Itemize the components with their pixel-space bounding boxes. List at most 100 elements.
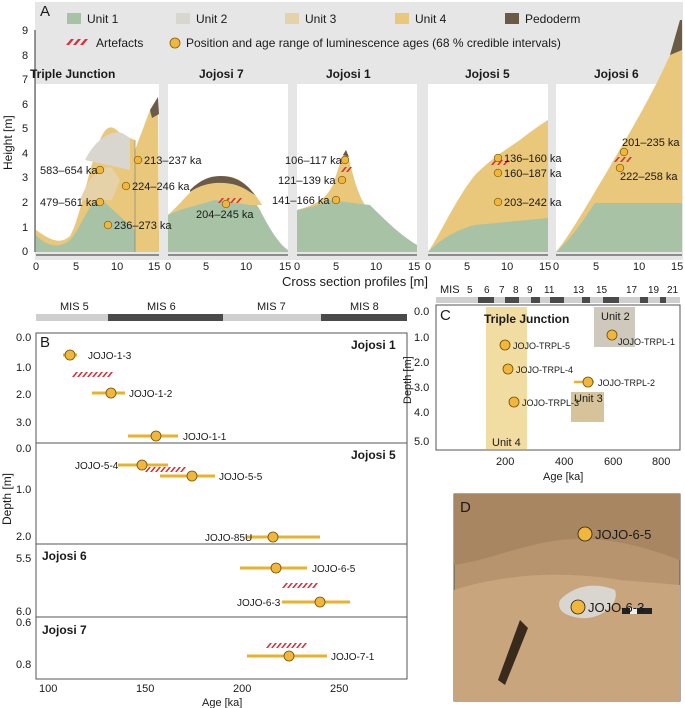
panel-b-x-ticks: 100 150 200 250 xyxy=(39,683,348,695)
tj-label-236: 236–273 ka xyxy=(114,220,172,232)
c-unit3-box xyxy=(571,392,604,422)
mis-label-7: MIS 7 xyxy=(257,301,286,313)
j5-marker-203 xyxy=(493,197,503,207)
c-ytick-0: 0.0 xyxy=(414,306,429,318)
c-unit2-box xyxy=(594,307,635,347)
j1-label-106: 106–117 ka xyxy=(285,155,343,167)
mis-band-7 xyxy=(223,314,321,321)
a-xtick-j6-5: 5 xyxy=(593,261,599,273)
site-title-jojosi-5: Jojosi 5 xyxy=(465,67,510,81)
a-xtick-j5-5: 5 xyxy=(464,261,470,273)
a-ytick-6: 6 xyxy=(22,99,28,111)
panel-a-y-axis: 0 1 2 3 4 5 6 7 8 9 Height [m] xyxy=(1,25,36,258)
tj-marker-479 xyxy=(95,197,105,207)
c-marker-trpl-2 xyxy=(582,376,594,388)
subpanel-jojosi-7 xyxy=(35,616,408,680)
j5-label-160: 160–187 ka xyxy=(504,168,562,180)
tj-marker-213 xyxy=(133,155,143,165)
d-marker-jojo-6-3 xyxy=(570,599,586,615)
a-ytick-7: 7 xyxy=(22,74,28,86)
profile-jojosi-5 xyxy=(428,84,548,252)
b-xtick-250: 250 xyxy=(330,683,348,695)
j7-label-204: 204–245 ka xyxy=(196,209,254,221)
a-xtick-j5-0: 0 xyxy=(425,261,431,273)
a-ytick-8: 8 xyxy=(22,50,28,62)
b-site-jojosi-1: Jojosi 1 xyxy=(351,338,396,352)
d-label-jojo-6-3: JOJO-6-3 xyxy=(588,600,644,615)
c-ytick-5: 5.0 xyxy=(414,436,429,448)
a-xtick-j5-10: 10 xyxy=(501,261,513,273)
j1-marker-141 xyxy=(331,195,341,205)
tj-label-224: 224–246 ka xyxy=(132,181,190,193)
c-y-ticks: 0.0 1.0 2.0 3.0 4.0 5.0 xyxy=(414,306,429,448)
legend-pedoderm-swatch xyxy=(505,13,519,24)
panel-d: D JOJO-6-5 JOJO-6-3 xyxy=(453,493,681,702)
j6-marker-222 xyxy=(615,163,625,173)
mis-band-5 xyxy=(36,314,108,321)
a-xtick-j1-10: 10 xyxy=(370,261,382,273)
c-site-title: Triple Junction xyxy=(484,312,569,326)
b-label-jojo-5-4: JOJO-5-4 xyxy=(75,461,119,472)
b6-ytick-0: 5.5 xyxy=(16,553,31,565)
legend-pedoderm: Pedoderm xyxy=(525,12,580,26)
a-xtick-j5-15: 15 xyxy=(539,261,551,273)
c-mis-numbers: 5 6 7 8 9 11 13 15 17 19 21 xyxy=(467,285,679,296)
c-samples: JOJO-TRPL-1 JOJO-TRPL-5 JOJO-TRPL-4 JOJO… xyxy=(499,329,675,408)
d-photo-upper-wall xyxy=(454,494,680,565)
panel-b: MIS 5 MIS 6 MIS 7 MIS 8 B Jojosi 1 Jojos… xyxy=(0,301,408,708)
panel-a-age-markers xyxy=(95,147,629,230)
a-xtick-j1-0: 0 xyxy=(294,261,300,273)
b1-ytick-0: 0.0 xyxy=(16,332,31,344)
a-xtick-tj-15: 15 xyxy=(148,261,160,273)
b5-ytick-0: 0.0 xyxy=(16,443,31,455)
c-label-trpl-3: JOJO-TRPL-3 xyxy=(522,398,579,408)
site-title-triple-junction: Triple Junction xyxy=(30,67,115,81)
b-label-jojo-1-3: JOJO-1-3 xyxy=(88,351,132,362)
j1-label-121: 121–139 ka xyxy=(278,175,336,187)
b-site-jojosi-7: Jojosi 7 xyxy=(42,623,87,637)
d-photo-shadow xyxy=(498,620,528,685)
legend-unit2-swatch xyxy=(176,13,190,24)
c-mis-11: 11 xyxy=(544,285,555,296)
legend-unit1: Unit 1 xyxy=(87,12,119,26)
c-label-trpl-5: JOJO-TRPL-5 xyxy=(513,341,570,351)
a-xtick-j7-10: 10 xyxy=(240,261,252,273)
a-ytick-0: 0 xyxy=(22,246,28,258)
panel-c-letter: C xyxy=(440,307,451,324)
c-xtick-600: 600 xyxy=(604,456,622,468)
b-site-jojosi-5: Jojosi 5 xyxy=(351,448,396,462)
a-xtick-j6-15: 15 xyxy=(671,261,683,273)
d-marker-jojo-6-5 xyxy=(577,526,593,542)
b-label-jojo-6-5: JOJO-6-5 xyxy=(312,564,356,575)
b-site-jojosi-6: Jojosi 6 xyxy=(42,549,87,563)
j7-marker-204 xyxy=(221,199,231,209)
c-mis-9: 9 xyxy=(527,285,533,296)
legend-unit3: Unit 3 xyxy=(305,12,337,26)
legend-unit2: Unit 2 xyxy=(196,12,228,26)
panel-d-letter: D xyxy=(460,499,471,516)
j6-label-222: 222–258 ka xyxy=(620,171,678,183)
panel-b-letter: B xyxy=(40,334,50,351)
b-label-jojo-5-5: JOJO-5-5 xyxy=(219,472,263,483)
a-xtick-j1-5: 5 xyxy=(333,261,339,273)
panel-a-x-ticks: 0 5 10 15 0 5 10 15 0 5 10 15 0 5 10 15 … xyxy=(33,261,683,273)
j1-marker-121 xyxy=(337,175,347,185)
c-ylabel: Depth [m] xyxy=(402,356,414,404)
c-mis-19: 19 xyxy=(648,285,660,296)
legend-artefacts: Artefacts xyxy=(96,36,143,50)
panel-b-y-ticks: 0.0 1.0 2.0 3.0 0.0 1.0 2.0 5.5 6.0 0.6 … xyxy=(16,332,31,671)
legend-unit4-swatch xyxy=(395,13,409,24)
j5-label-203: 203–242 ka xyxy=(504,197,562,209)
b6-ytick-1: 6.0 xyxy=(16,606,31,618)
panel-c: MIS 5 6 7 8 9 11 13 15 17 19 21 C xyxy=(402,284,681,483)
panel-b-ylabel: Depth [m] xyxy=(0,473,14,525)
c-plot-frame xyxy=(435,304,681,451)
a-xtick-tj-0: 0 xyxy=(33,261,39,273)
b-xtick-100: 100 xyxy=(39,683,57,695)
panel-a-letter: A xyxy=(40,3,50,20)
c-mis-band xyxy=(436,297,680,303)
c-label-trpl-2: JOJO-TRPL-2 xyxy=(598,378,655,388)
c-mis-13: 13 xyxy=(573,285,585,296)
b-label-jojo-7-1: JOJO-7-1 xyxy=(331,652,375,663)
